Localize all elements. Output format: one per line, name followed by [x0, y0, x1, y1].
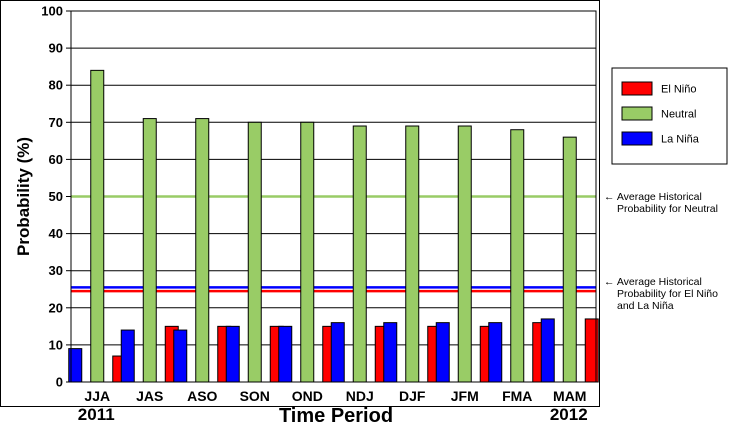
- y-tick-label: 60: [49, 152, 63, 167]
- bar: [488, 322, 503, 383]
- reference-annotation: Probability for El Niño: [617, 288, 718, 300]
- y-tick-label: 90: [49, 41, 63, 56]
- reference-annotation: and La Niña: [617, 300, 674, 312]
- y-tick-label: 50: [49, 189, 63, 204]
- y-tick-label: 70: [49, 115, 63, 130]
- bar: [120, 329, 135, 383]
- legend: El Niño Neutral La Niña: [611, 67, 728, 165]
- y-tick-label: 40: [49, 226, 63, 241]
- bar: [383, 322, 398, 383]
- bars: [68, 69, 599, 383]
- y-axis-ticks: 0 10 20 30 40 50 60 70 80 90 100: [41, 4, 71, 390]
- bar: [90, 69, 105, 383]
- legend-swatch: [621, 131, 653, 146]
- x-tick-label: OND: [292, 388, 323, 404]
- y-tick-label: 10: [49, 337, 63, 352]
- year-label: 2011: [78, 405, 115, 424]
- legend-swatch: [621, 106, 653, 121]
- bar: [330, 322, 345, 383]
- y-tick-label: 100: [41, 4, 63, 19]
- reference-annotation: ← Average Historical: [604, 191, 702, 203]
- bar: [278, 325, 293, 383]
- legend-label: La Niña: [661, 134, 700, 146]
- reference-annotation: ← Average Historical: [604, 276, 702, 288]
- bar: [247, 121, 262, 383]
- bar: [540, 318, 555, 383]
- x-tick-label: ASO: [187, 388, 217, 404]
- legend-label: El Niño: [661, 84, 696, 96]
- reference-lines: [71, 195, 596, 293]
- bar: [173, 329, 188, 383]
- y-axis-label: Probability (%): [14, 137, 33, 256]
- x-tick-label: SON: [240, 388, 270, 404]
- x-tick-label: FMA: [502, 388, 532, 404]
- legend-label: Neutral: [661, 109, 696, 121]
- bar: [352, 125, 367, 383]
- y-tick-label: 30: [49, 263, 63, 278]
- x-axis-ticks: JJA JAS ASO SON OND NDJ DJF JFM FMA MAM 2011 2012: [78, 388, 588, 424]
- bar: [457, 125, 472, 383]
- year-label: 2012: [550, 405, 588, 424]
- x-axis-label: Time Period: [279, 405, 393, 427]
- reference-annotation: Probability for Neutral: [617, 203, 718, 215]
- x-tick-label: DJF: [399, 388, 426, 404]
- y-tick-label: 0: [56, 375, 63, 390]
- bar: [300, 121, 315, 383]
- bar: [562, 136, 577, 383]
- x-tick-label: MAM: [553, 388, 586, 404]
- bar: [225, 325, 240, 383]
- x-tick-label: JFM: [451, 388, 479, 404]
- y-tick-label: 80: [49, 78, 63, 93]
- bar: [510, 129, 525, 383]
- legend-swatch: [621, 81, 653, 96]
- bar: [195, 118, 210, 383]
- x-tick-label: JAS: [136, 388, 163, 404]
- bar: [435, 322, 450, 383]
- bar: [405, 125, 420, 383]
- x-tick-label: JJA: [84, 388, 110, 404]
- bar: [142, 118, 157, 383]
- outer-frame: [0, 0, 600, 407]
- x-tick-label: NDJ: [346, 388, 374, 404]
- y-tick-label: 20: [49, 300, 63, 315]
